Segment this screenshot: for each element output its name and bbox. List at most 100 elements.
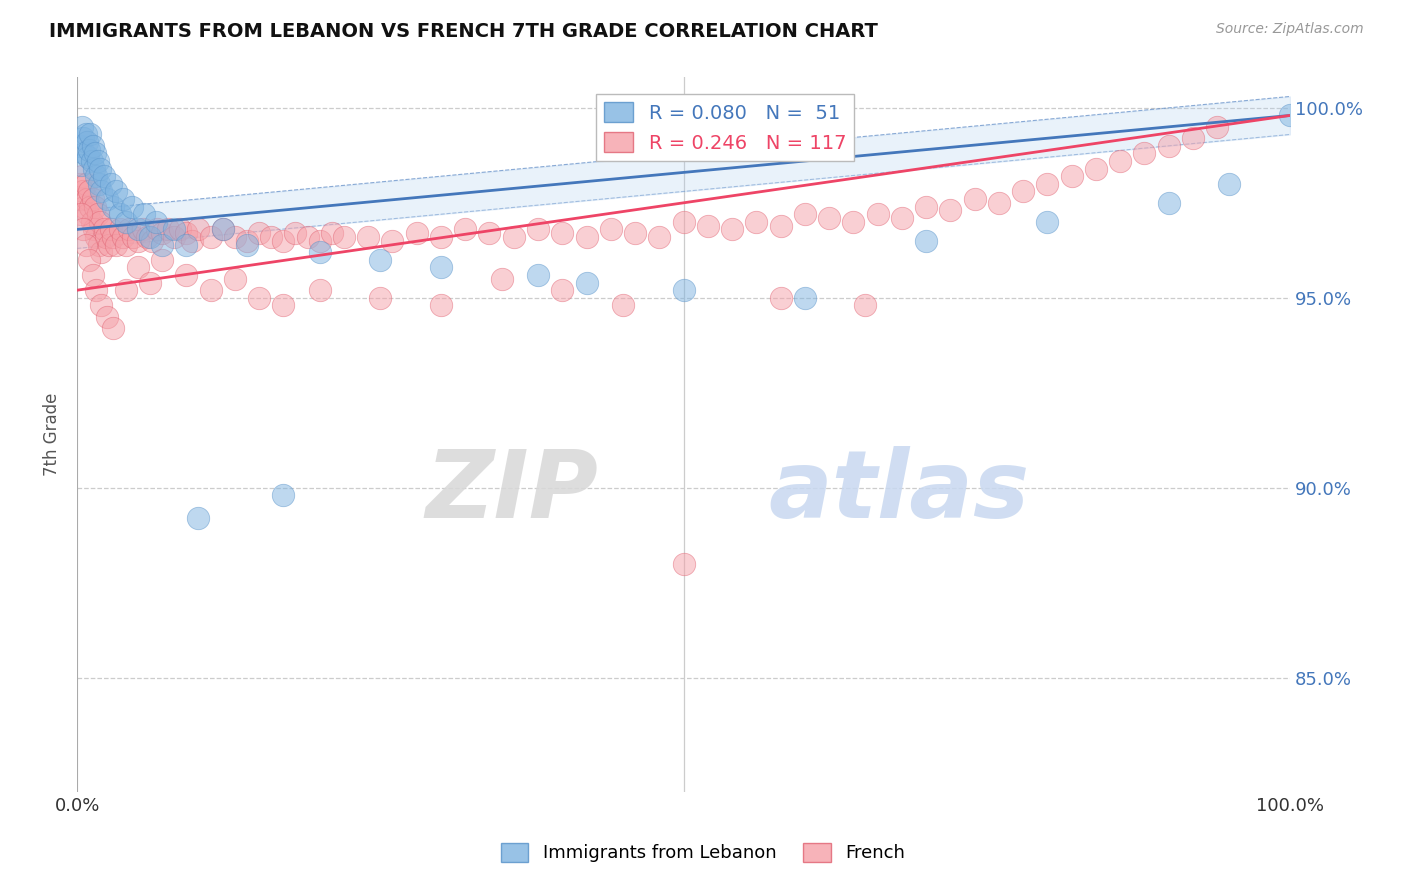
Point	[1206, 120, 1229, 134]
Point	[69, 192, 91, 206]
Point	[77, 207, 100, 221]
Point	[284, 226, 307, 240]
Point	[866, 207, 889, 221]
Point	[69, 158, 91, 172]
Point	[855, 298, 877, 312]
Point	[157, 222, 180, 236]
Point	[121, 200, 143, 214]
Point	[127, 222, 149, 236]
Point	[308, 234, 330, 248]
Point	[80, 154, 103, 169]
Point	[122, 230, 145, 244]
Point	[1060, 169, 1083, 184]
Point	[174, 237, 197, 252]
Point	[150, 252, 173, 267]
Point	[103, 230, 125, 244]
Point	[104, 237, 127, 252]
Point	[405, 226, 427, 240]
Point	[527, 268, 550, 282]
Point	[575, 276, 598, 290]
Point	[139, 230, 162, 244]
Point	[75, 128, 97, 142]
Point	[72, 185, 94, 199]
Point	[672, 215, 695, 229]
Point	[82, 268, 104, 282]
Point	[247, 291, 270, 305]
Point	[77, 185, 100, 199]
Point	[75, 237, 97, 252]
Point	[72, 131, 94, 145]
Point	[114, 215, 136, 229]
Point	[696, 219, 718, 233]
Point	[575, 230, 598, 244]
Point	[454, 222, 477, 236]
Point	[939, 203, 962, 218]
Point	[491, 272, 513, 286]
Point	[430, 298, 453, 312]
Text: IMMIGRANTS FROM LEBANON VS FRENCH 7TH GRADE CORRELATION CHART: IMMIGRANTS FROM LEBANON VS FRENCH 7TH GR…	[49, 22, 879, 41]
Point	[745, 215, 768, 229]
Point	[103, 200, 125, 214]
Point	[842, 215, 865, 229]
Legend: R = 0.080   N =  51, R = 0.246   N = 117: R = 0.080 N = 51, R = 0.246 N = 117	[596, 95, 853, 161]
Point	[97, 237, 120, 252]
Point	[139, 276, 162, 290]
Point	[769, 219, 792, 233]
Point	[86, 154, 108, 169]
Point	[79, 200, 101, 214]
Point	[86, 230, 108, 244]
Point	[76, 192, 98, 206]
Point	[90, 185, 112, 199]
Point	[1133, 146, 1156, 161]
Point	[96, 230, 118, 244]
Point	[236, 237, 259, 252]
Point	[1012, 185, 1035, 199]
Point	[76, 135, 98, 149]
Text: ZIP: ZIP	[426, 446, 599, 538]
Point	[77, 252, 100, 267]
Point	[551, 283, 574, 297]
Point	[260, 230, 283, 244]
Point	[69, 177, 91, 191]
Point	[1157, 138, 1180, 153]
Point	[271, 234, 294, 248]
Point	[381, 234, 404, 248]
Point	[890, 211, 912, 225]
Point	[83, 161, 105, 176]
Point	[624, 226, 647, 240]
Point	[90, 298, 112, 312]
Point	[236, 234, 259, 248]
Point	[672, 557, 695, 571]
Point	[118, 222, 141, 236]
Point	[86, 283, 108, 297]
Point	[127, 260, 149, 275]
Point	[77, 150, 100, 164]
Point	[112, 230, 135, 244]
Point	[527, 222, 550, 236]
Point	[1036, 177, 1059, 191]
Point	[108, 222, 131, 236]
Point	[104, 185, 127, 199]
Point	[308, 245, 330, 260]
Point	[648, 230, 671, 244]
Point	[103, 321, 125, 335]
Point	[127, 234, 149, 248]
Point	[271, 298, 294, 312]
Point	[915, 200, 938, 214]
Legend: Immigrants from Lebanon, French: Immigrants from Lebanon, French	[494, 836, 912, 870]
Point	[70, 169, 93, 184]
Point	[69, 207, 91, 221]
Point	[200, 230, 222, 244]
Point	[79, 128, 101, 142]
Point	[333, 230, 356, 244]
Point	[181, 234, 204, 248]
Y-axis label: 7th Grade: 7th Grade	[44, 392, 60, 476]
Point	[141, 234, 163, 248]
Point	[145, 215, 167, 229]
Point	[200, 283, 222, 297]
Point	[672, 283, 695, 297]
Point	[84, 146, 107, 161]
Point	[1109, 154, 1132, 169]
Point	[114, 283, 136, 297]
Point	[96, 310, 118, 324]
